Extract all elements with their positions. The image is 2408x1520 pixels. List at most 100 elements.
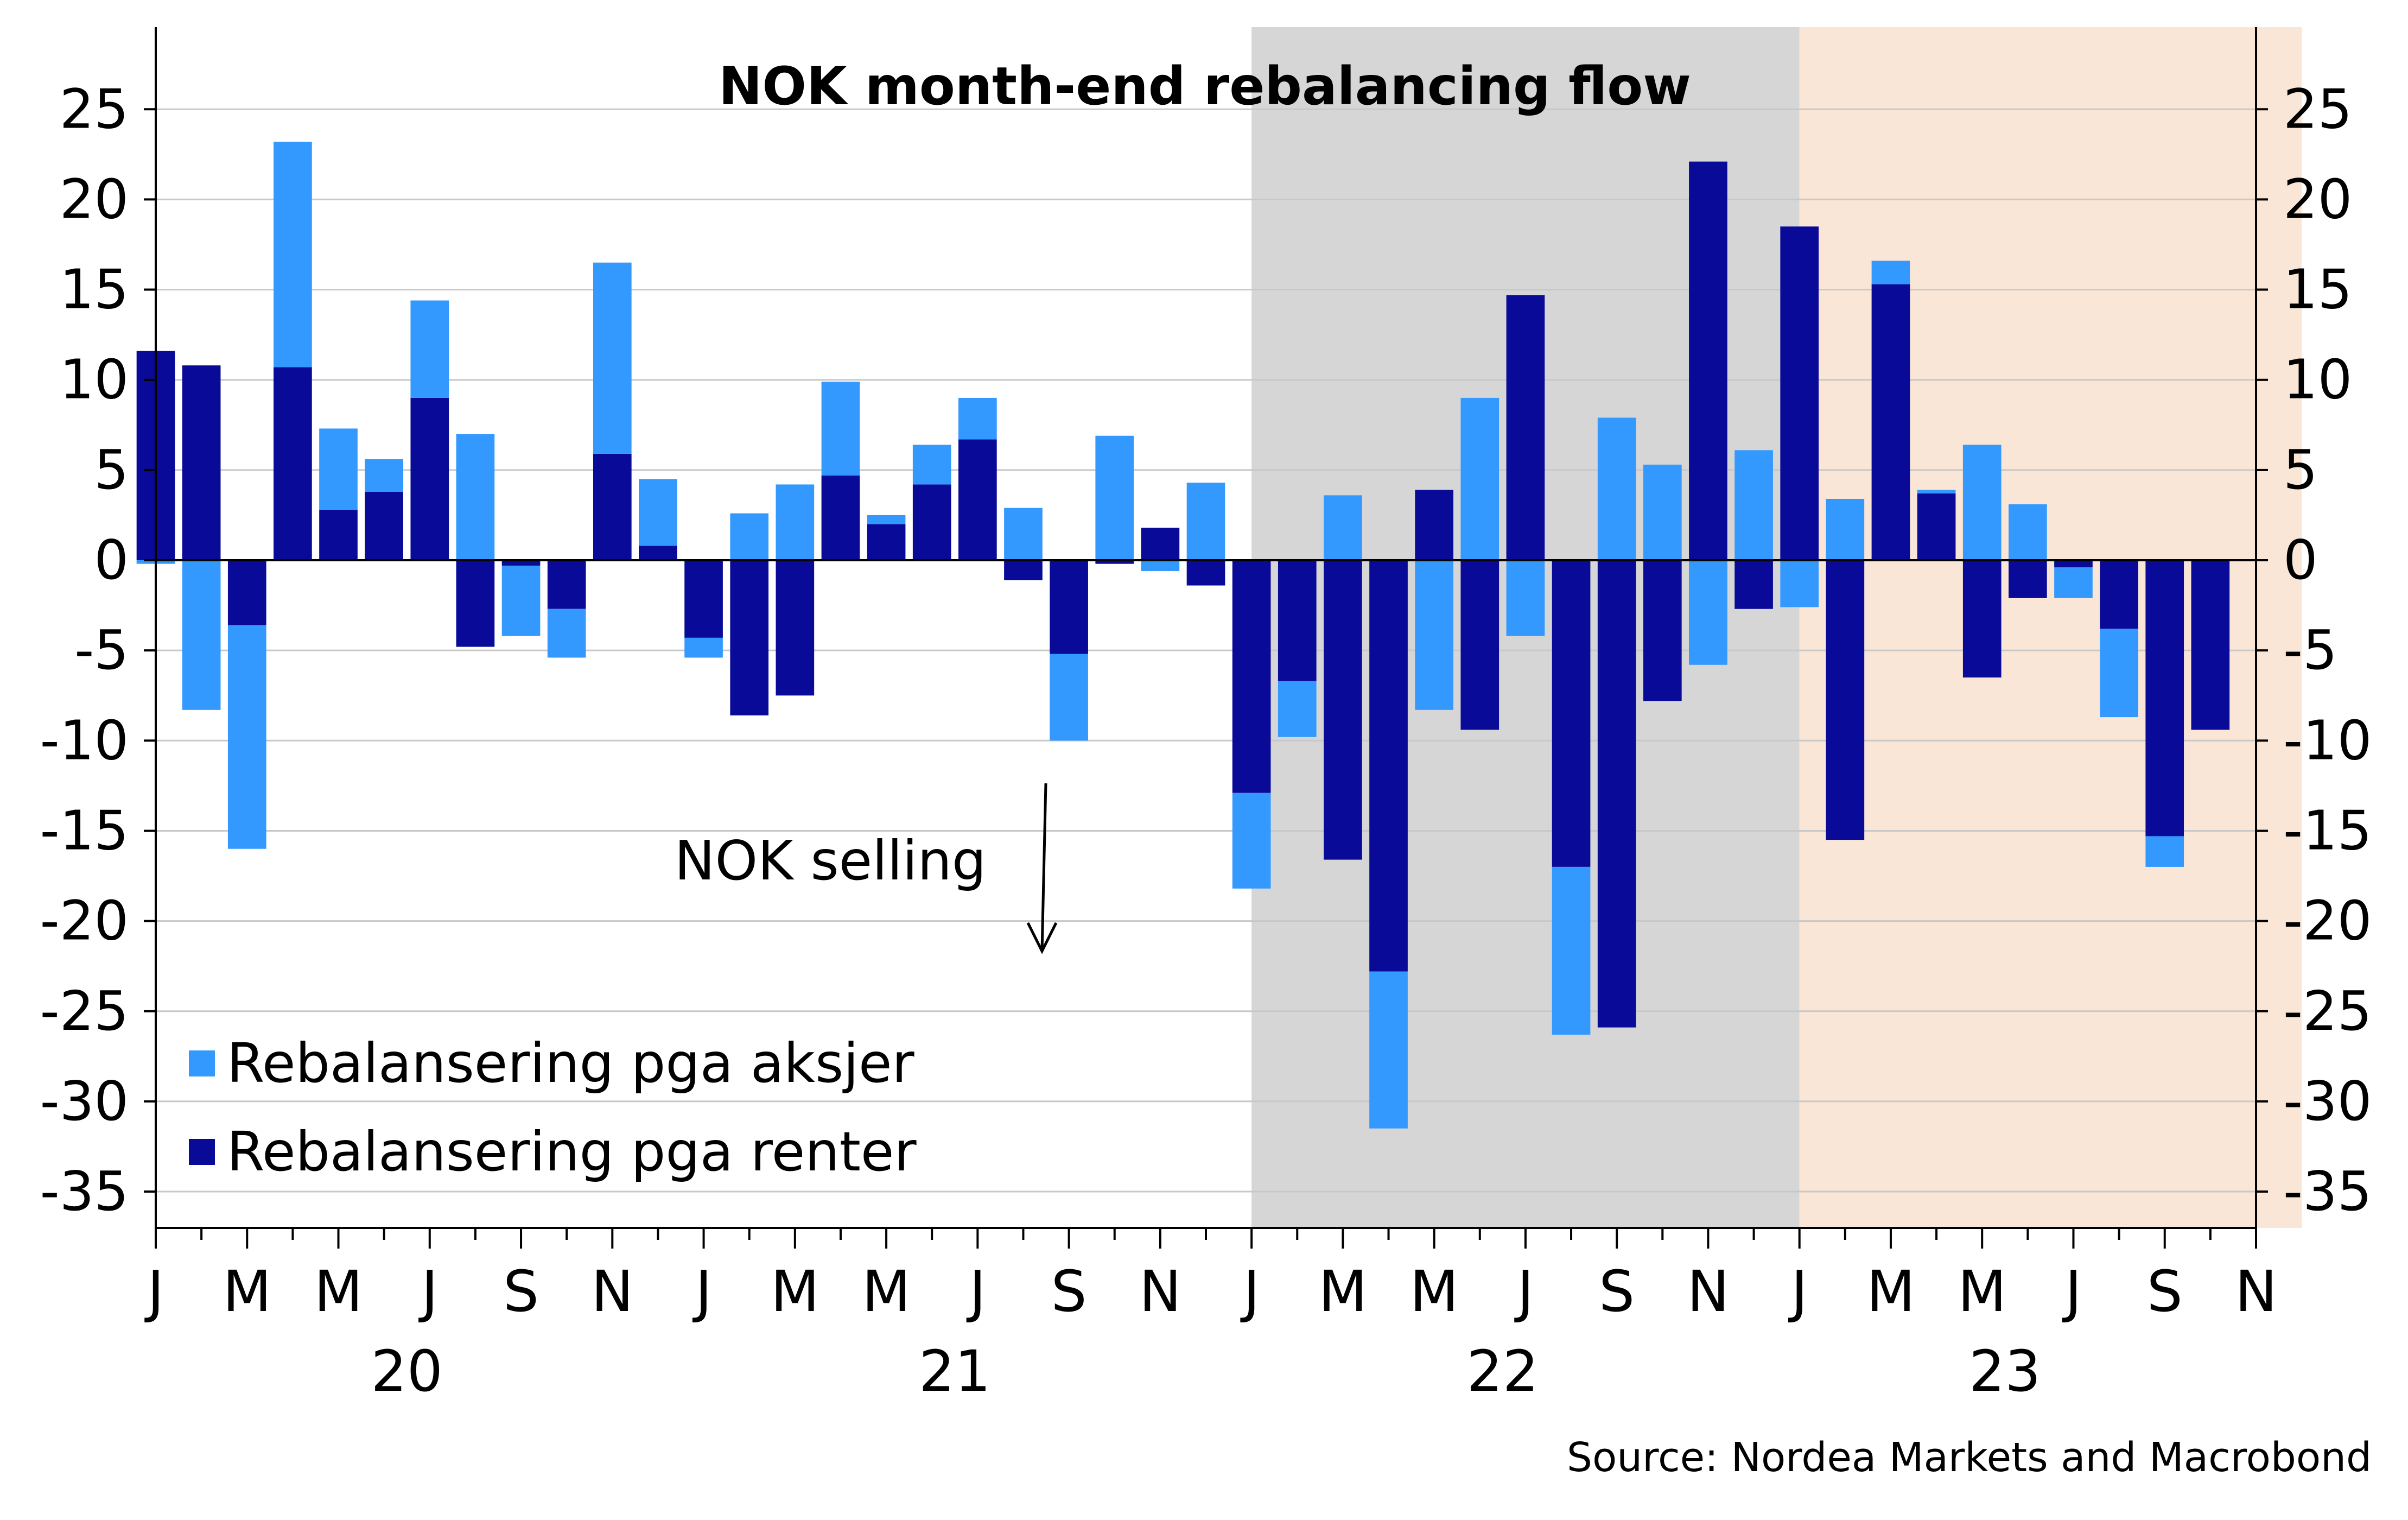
x-tick-label-month: N (591, 1258, 633, 1325)
y-tick-label-right: 20 (2283, 167, 2352, 231)
bar-aksjer (867, 515, 906, 524)
x-tick-label-month: J (2062, 1258, 2082, 1325)
y-tick-label-left: 15 (60, 258, 129, 321)
bar-renter (501, 560, 541, 566)
bar-renter (2191, 560, 2230, 730)
bar-aksjer (274, 142, 312, 368)
y-tick-label-left: -20 (40, 889, 129, 953)
bar-renter (1871, 284, 1910, 560)
x-tick-label-year: 23 (1969, 1338, 2041, 1404)
y-tick-label-left: 10 (60, 348, 129, 411)
bar-aksjer (1050, 654, 1088, 741)
bar-renter (1597, 560, 1636, 1028)
bar-aksjer (639, 479, 677, 546)
bar-renter (684, 560, 723, 638)
bar-aksjer (547, 609, 586, 658)
y-tick-label-left: 20 (60, 167, 129, 231)
bar-renter (1415, 490, 1453, 560)
x-tick-label-year: 20 (371, 1338, 443, 1404)
y-tick-label-right: -10 (2283, 708, 2372, 772)
y-tick-label-left: -25 (40, 979, 129, 1043)
bar-renter (1004, 560, 1043, 580)
bar-renter (456, 560, 495, 647)
bar-aksjer (227, 625, 266, 849)
x-tick-label-month: M (771, 1258, 819, 1325)
bar-aksjer (1689, 560, 1727, 665)
bar-renter (1324, 560, 1362, 860)
legend-swatch-renter (189, 1139, 215, 1165)
y-tick-label-left: -35 (40, 1160, 129, 1223)
bar-aksjer (1004, 508, 1043, 560)
bar-aksjer (730, 513, 769, 560)
bar-renter (1643, 560, 1682, 701)
bar-renter (1962, 560, 2002, 677)
x-tick-label-month: J (1788, 1258, 1808, 1325)
bar-aksjer (684, 637, 723, 658)
y-tick-label-right: 5 (2283, 438, 2318, 502)
x-tick-label-month: S (2147, 1258, 2183, 1325)
chart-title: NOK month-end rebalancing flow (719, 56, 1691, 117)
x-tick-label-month: J (692, 1258, 712, 1325)
bar-aksjer (1643, 464, 1682, 560)
bar-renter (912, 484, 951, 560)
bar-renter (227, 560, 266, 625)
bar-renter (1186, 560, 1225, 586)
bar-aksjer (1506, 560, 1545, 636)
x-tick-label-month: N (1687, 1258, 1730, 1325)
bar-aksjer (1917, 490, 1956, 494)
x-tick-label-month: J (418, 1258, 438, 1325)
y-tick-label-right: 0 (2283, 528, 2318, 592)
bar-renter (1506, 295, 1545, 560)
bar-aksjer (958, 397, 997, 440)
bar-aksjer (1780, 560, 1819, 607)
shaded-periods (1251, 27, 2302, 1228)
bar-renter (1780, 226, 1819, 560)
bar-renter (2100, 560, 2138, 629)
bar-aksjer (1826, 499, 1865, 560)
annotation-arrow (1026, 783, 1058, 954)
x-tick-label-month: M (862, 1258, 911, 1325)
y-tick-label-right: 25 (2283, 77, 2352, 141)
bar-aksjer (1871, 261, 1910, 284)
legend-label-aksjer: Rebalansering pga aksjer (227, 1031, 914, 1095)
bar-aksjer (456, 434, 495, 560)
axes (144, 27, 2268, 1249)
bar-aksjer (1095, 435, 1134, 560)
bar-aksjer (319, 428, 358, 510)
bar-renter (1552, 560, 1591, 867)
bar-aksjer (1415, 560, 1453, 710)
bar-aksjer (1232, 793, 1271, 889)
x-tick-label-month: J (1514, 1258, 1534, 1325)
bar-renter (1095, 560, 1134, 564)
bar-renter (1689, 161, 1727, 560)
x-tick-label-month: M (1319, 1258, 1368, 1325)
x-tick-label-month: M (1410, 1258, 1459, 1325)
bar-aksjer (776, 484, 815, 560)
x-tick-label-month: J (966, 1258, 986, 1325)
y-tick-label-right: -25 (2283, 979, 2372, 1043)
bar-renter (593, 453, 632, 560)
bar-aksjer (1597, 417, 1636, 560)
bar-renter (958, 439, 997, 560)
bar-renter (730, 560, 769, 715)
x-tick-label-month: J (144, 1258, 164, 1325)
bar-aksjer (1369, 971, 1408, 1129)
gridlines (156, 108, 2256, 1193)
bar-aksjer (182, 560, 221, 710)
bar-renter (182, 365, 221, 560)
y-tick-label-left: -30 (40, 1069, 129, 1133)
bar-aksjer (1186, 483, 1225, 560)
bar-renter (1734, 560, 1773, 609)
bar-renter (1232, 560, 1271, 793)
y-tick-label-right: 15 (2283, 258, 2352, 321)
y-tick-label-left: -5 (74, 618, 129, 682)
x-tick-label-month: S (503, 1258, 539, 1325)
bar-renter (2009, 560, 2047, 598)
bar-renter (1826, 560, 1865, 840)
y-tick-label-right: -15 (2283, 799, 2372, 862)
x-tick-label-month: M (1958, 1258, 2006, 1325)
bar-renter (639, 546, 677, 560)
x-tick-label-month: S (1051, 1258, 1087, 1325)
x-tick-label-month: N (1139, 1258, 1181, 1325)
